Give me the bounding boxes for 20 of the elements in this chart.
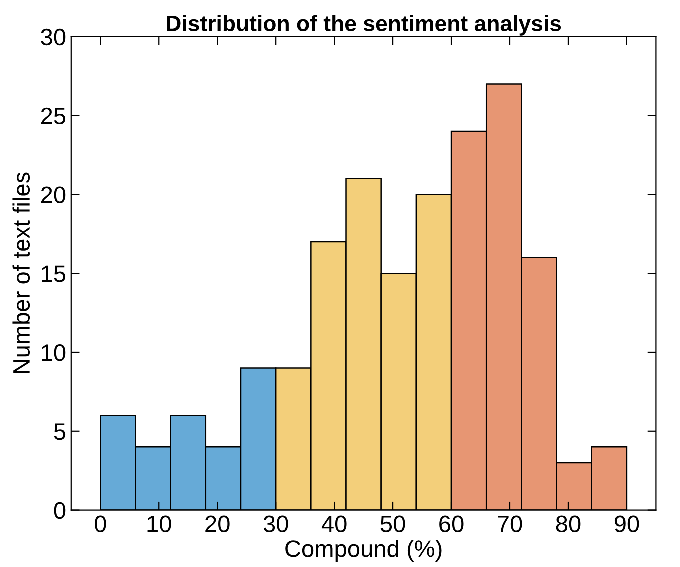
y-tick-label: 30 [41,28,66,46]
y-tick-label: 20 [41,186,66,204]
y-axis-title: Number of text files [12,172,30,374]
y-tick-label: 10 [42,344,66,362]
x-tick-label: 0 [94,516,106,533]
x-tick-label: 90 [614,516,640,533]
y-tick-label: 0 [54,502,66,520]
x-tick-label: 60 [440,516,464,533]
x-tick-label: 40 [322,516,347,533]
x-tick-label: 70 [498,516,522,533]
y-tick-label: 25 [41,108,66,125]
x-tick-label: 30 [264,516,288,533]
x-axis-title: Compound (%) [286,540,442,562]
y-tick-label: 5 [54,424,66,440]
chart-title: Distribution of the sentiment analysis [167,15,562,36]
x-tick-label: 50 [380,516,406,533]
x-tick-label: 20 [206,516,230,533]
x-tick-label: 80 [556,516,581,533]
y-tick-label: 15 [42,266,66,282]
x-tick-label: 10 [148,516,172,533]
